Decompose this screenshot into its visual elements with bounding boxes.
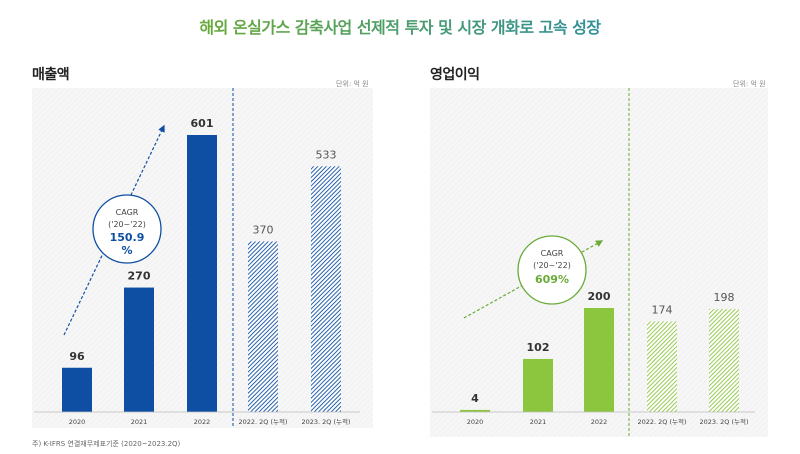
op-profit-unit: 단위: 억 원 <box>733 80 766 88</box>
op-profit-value-label: 4 <box>471 392 479 405</box>
revenue-category-label: 2020 <box>69 418 86 426</box>
revenue-category-label: 2022. 2Q (누적) <box>238 418 287 426</box>
op-profit-bar <box>460 409 490 412</box>
op-profit-cagr-circle <box>517 235 587 305</box>
revenue-value-label: 601 <box>191 117 214 130</box>
op-profit-category-label: 2020 <box>467 418 484 426</box>
revenue-bar <box>187 135 217 412</box>
revenue-bar <box>62 367 92 412</box>
revenue-trend-arrow <box>63 124 165 336</box>
revenue-category-label: 2023. 2Q (누적) <box>301 418 350 426</box>
op-profit-category-label: 2022. 2Q (누적) <box>637 418 686 426</box>
op-profit-bar <box>709 309 739 412</box>
revenue-cagr-circle <box>92 194 162 264</box>
op-profit-cagr-period: ('20~'22) <box>533 261 571 270</box>
op-profit-value-label: 174 <box>652 304 673 317</box>
op-profit-bar <box>584 308 614 412</box>
revenue-category-label: 2022 <box>194 418 211 426</box>
op-profit-value-label: 198 <box>714 291 735 304</box>
revenue-title: 매출액 <box>32 67 70 83</box>
op-profit-cagr-value: 609% <box>535 273 569 286</box>
revenue-bar <box>248 241 278 412</box>
op-profit-bar <box>523 358 553 412</box>
revenue-value-label: 270 <box>128 270 151 283</box>
op-profit-value-label: 102 <box>527 341 550 354</box>
page-title: 해외 온실가스 감축사업 선제적 투자 및 시장 개화로 고속 성장 <box>199 18 601 37</box>
revenue-cagr-unit: % <box>121 244 132 257</box>
revenue-unit: 단위: 억 원 <box>336 80 369 88</box>
revenue-bar <box>124 287 154 412</box>
revenue-category-label: 2021 <box>131 418 148 426</box>
revenue-value-label: 96 <box>69 350 85 363</box>
op-profit-cagr-label: CAGR <box>541 249 564 258</box>
revenue-value-label: 370 <box>253 223 274 236</box>
footnote: 주) K-IFRS 연결재무제표기준 (2020~2023.2Q) <box>32 440 181 448</box>
op-profit-category-label: 2023. 2Q (누적) <box>699 418 748 426</box>
op-profit-bar <box>647 321 677 412</box>
revenue-cagr-label: CAGR <box>116 208 139 217</box>
op-profit-title: 영업이익 <box>430 67 480 83</box>
revenue-cagr-value: 150.9 <box>110 231 145 244</box>
op-profit-value-label: 200 <box>588 290 611 303</box>
op-profit-category-label: 2022 <box>591 418 608 426</box>
revenue-cagr-period: ('20~'22) <box>108 220 146 229</box>
revenue-value-label: 533 <box>316 148 337 161</box>
op-profit-category-label: 2021 <box>530 418 547 426</box>
revenue-bar <box>311 166 341 412</box>
